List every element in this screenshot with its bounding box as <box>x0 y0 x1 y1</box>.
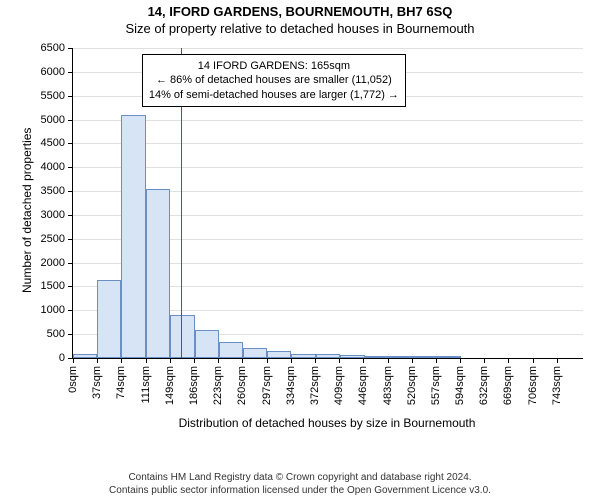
histogram-bar <box>73 354 97 358</box>
x-tick-label: 743sqm <box>551 366 563 405</box>
chart-titles: 14, IFORD GARDENS, BOURNEMOUTH, BH7 6SQ … <box>0 0 600 36</box>
histogram-bar <box>267 351 291 358</box>
grid-line <box>73 167 583 168</box>
title-line2: Size of property relative to detached ho… <box>0 19 600 36</box>
histogram-bar <box>243 348 267 358</box>
y-tick-label: 1000 <box>41 304 73 316</box>
x-tick-label: 0sqm <box>67 366 79 393</box>
y-tick-label: 0 <box>59 352 73 364</box>
y-axis-title: Number of detached properties <box>20 128 34 293</box>
x-tick <box>557 358 558 363</box>
annotation-box: 14 IFORD GARDENS: 165sqm← 86% of detache… <box>142 54 406 107</box>
y-tick-label: 3000 <box>41 209 73 221</box>
footer-line1: Contains HM Land Registry data © Crown c… <box>0 471 600 484</box>
x-tick <box>291 358 292 363</box>
annotation-line3: 14% of semi-detached houses are larger (… <box>149 88 399 102</box>
chart-container: 0 500 1000 1500 2000 2500 3000 3500 4000 4500 5000… <box>0 42 600 442</box>
x-tick <box>218 358 219 363</box>
x-tick-label: 706sqm <box>527 366 539 405</box>
x-tick-label: 372sqm <box>309 366 321 405</box>
x-tick <box>146 358 147 363</box>
y-tick-label: 3500 <box>41 185 73 197</box>
x-tick <box>533 358 534 363</box>
histogram-bar <box>413 356 437 358</box>
histogram-bar <box>219 342 243 358</box>
annotation-line2: ← 86% of detached houses are smaller (11… <box>149 73 399 87</box>
y-tick-label: 6000 <box>41 66 73 78</box>
plot-area: 0500100015002000250030003500400045005000… <box>72 48 583 359</box>
x-tick-label: 594sqm <box>454 366 466 405</box>
y-tick-label: 4500 <box>41 137 73 149</box>
x-tick-label: 260sqm <box>236 366 248 405</box>
histogram-bar <box>97 280 121 358</box>
x-tick <box>267 358 268 363</box>
y-tick-label: 2500 <box>41 233 73 245</box>
annotation-line1: 14 IFORD GARDENS: 165sqm <box>149 59 399 73</box>
x-tick <box>508 358 509 363</box>
x-tick <box>363 358 364 363</box>
y-tick-label: 5500 <box>41 90 73 102</box>
x-tick-label: 186sqm <box>188 366 200 405</box>
histogram-bar <box>170 315 194 358</box>
x-tick <box>121 358 122 363</box>
x-tick <box>460 358 461 363</box>
x-tick <box>194 358 195 363</box>
x-tick-label: 111sqm <box>140 366 152 404</box>
x-tick <box>412 358 413 363</box>
histogram-bar <box>291 354 316 358</box>
x-tick-label: 520sqm <box>406 366 418 405</box>
histogram-bar <box>146 189 171 358</box>
x-tick <box>242 358 243 363</box>
y-tick-label: 2000 <box>41 257 73 269</box>
histogram-bar <box>121 115 145 358</box>
x-tick <box>388 358 389 363</box>
x-tick <box>339 358 340 363</box>
grid-line <box>73 143 583 144</box>
x-tick <box>315 358 316 363</box>
x-tick <box>97 358 98 363</box>
histogram-bar <box>195 330 219 358</box>
footer: Contains HM Land Registry data © Crown c… <box>0 471 600 497</box>
y-tick-label: 5000 <box>41 114 73 126</box>
x-tick-label: 409sqm <box>333 366 345 405</box>
grid-line <box>73 120 583 121</box>
histogram-bar <box>365 356 389 358</box>
x-tick <box>484 358 485 363</box>
footer-line2: Contains public sector information licen… <box>0 484 600 497</box>
histogram-bar <box>437 356 461 358</box>
x-tick <box>436 358 437 363</box>
y-tick-label: 6500 <box>41 42 73 54</box>
x-tick-label: 632sqm <box>478 366 490 405</box>
x-tick-label: 37sqm <box>91 366 103 399</box>
grid-line <box>73 48 583 49</box>
x-tick-label: 446sqm <box>357 366 369 405</box>
x-tick-label: 483sqm <box>382 366 394 405</box>
title-line1: 14, IFORD GARDENS, BOURNEMOUTH, BH7 6SQ <box>0 4 600 19</box>
x-tick-label: 223sqm <box>212 366 224 405</box>
x-tick-label: 297sqm <box>261 366 273 405</box>
y-tick-label: 500 <box>47 328 73 340</box>
x-tick-label: 74sqm <box>115 366 127 399</box>
y-tick-label: 1500 <box>41 280 73 292</box>
histogram-bar <box>389 356 413 358</box>
x-tick-label: 557sqm <box>430 366 442 405</box>
y-tick-label: 4000 <box>41 161 73 173</box>
x-tick <box>170 358 171 363</box>
histogram-bar <box>316 354 340 358</box>
x-tick <box>73 358 74 363</box>
histogram-bar <box>340 355 364 358</box>
x-axis-title: Distribution of detached houses by size … <box>72 416 582 430</box>
x-tick-label: 334sqm <box>285 366 297 405</box>
x-tick-label: 669sqm <box>502 366 514 405</box>
x-tick-label: 149sqm <box>164 366 176 405</box>
